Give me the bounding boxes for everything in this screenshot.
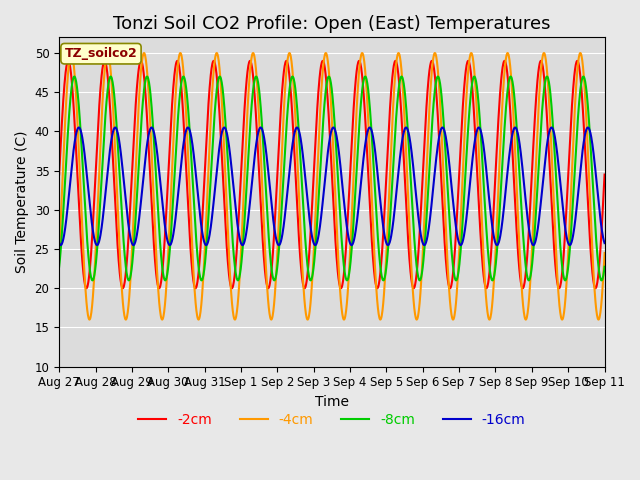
-4cm xyxy=(55,250,63,256)
Line: -2cm: -2cm xyxy=(59,61,605,288)
-2cm xyxy=(238,155,246,160)
-16cm xyxy=(417,231,424,237)
-2cm xyxy=(591,285,599,291)
-16cm xyxy=(238,242,246,248)
-2cm xyxy=(536,59,544,65)
-16cm xyxy=(164,238,172,244)
-4cm xyxy=(536,78,544,84)
Line: -16cm: -16cm xyxy=(59,128,605,245)
Y-axis label: Soil Temperature (C): Soil Temperature (C) xyxy=(15,131,29,273)
-4cm xyxy=(177,50,185,56)
-8cm xyxy=(177,84,185,89)
-4cm xyxy=(67,50,75,56)
-4cm xyxy=(601,250,609,256)
-2cm xyxy=(417,211,424,216)
-16cm xyxy=(601,240,609,246)
Line: -8cm: -8cm xyxy=(59,76,605,280)
Line: -4cm: -4cm xyxy=(59,53,605,320)
-8cm xyxy=(536,137,544,143)
-8cm xyxy=(70,73,78,79)
-16cm xyxy=(488,222,496,228)
-2cm xyxy=(164,185,172,191)
Legend: -2cm, -4cm, -8cm, -16cm: -2cm, -4cm, -8cm, -16cm xyxy=(132,407,531,432)
-16cm xyxy=(536,206,544,212)
-16cm xyxy=(57,242,65,248)
Text: TZ_soilco2: TZ_soilco2 xyxy=(65,47,138,60)
-8cm xyxy=(55,264,63,270)
-4cm xyxy=(488,304,496,310)
-8cm xyxy=(601,264,609,270)
-16cm xyxy=(584,125,592,131)
-8cm xyxy=(417,276,424,282)
-2cm xyxy=(601,172,609,178)
-16cm xyxy=(55,240,63,246)
-16cm xyxy=(177,164,185,169)
-8cm xyxy=(488,277,496,283)
-4cm xyxy=(595,317,602,323)
-2cm xyxy=(177,78,185,84)
-4cm xyxy=(238,232,246,238)
-2cm xyxy=(65,58,72,64)
-4cm xyxy=(164,263,172,269)
-4cm xyxy=(417,286,424,291)
-8cm xyxy=(238,255,246,261)
-2cm xyxy=(55,172,63,178)
-8cm xyxy=(598,277,605,283)
Title: Tonzi Soil CO2 Profile: Open (East) Temperatures: Tonzi Soil CO2 Profile: Open (East) Temp… xyxy=(113,15,550,33)
X-axis label: Time: Time xyxy=(315,395,349,409)
-2cm xyxy=(488,236,496,242)
-8cm xyxy=(164,269,172,275)
